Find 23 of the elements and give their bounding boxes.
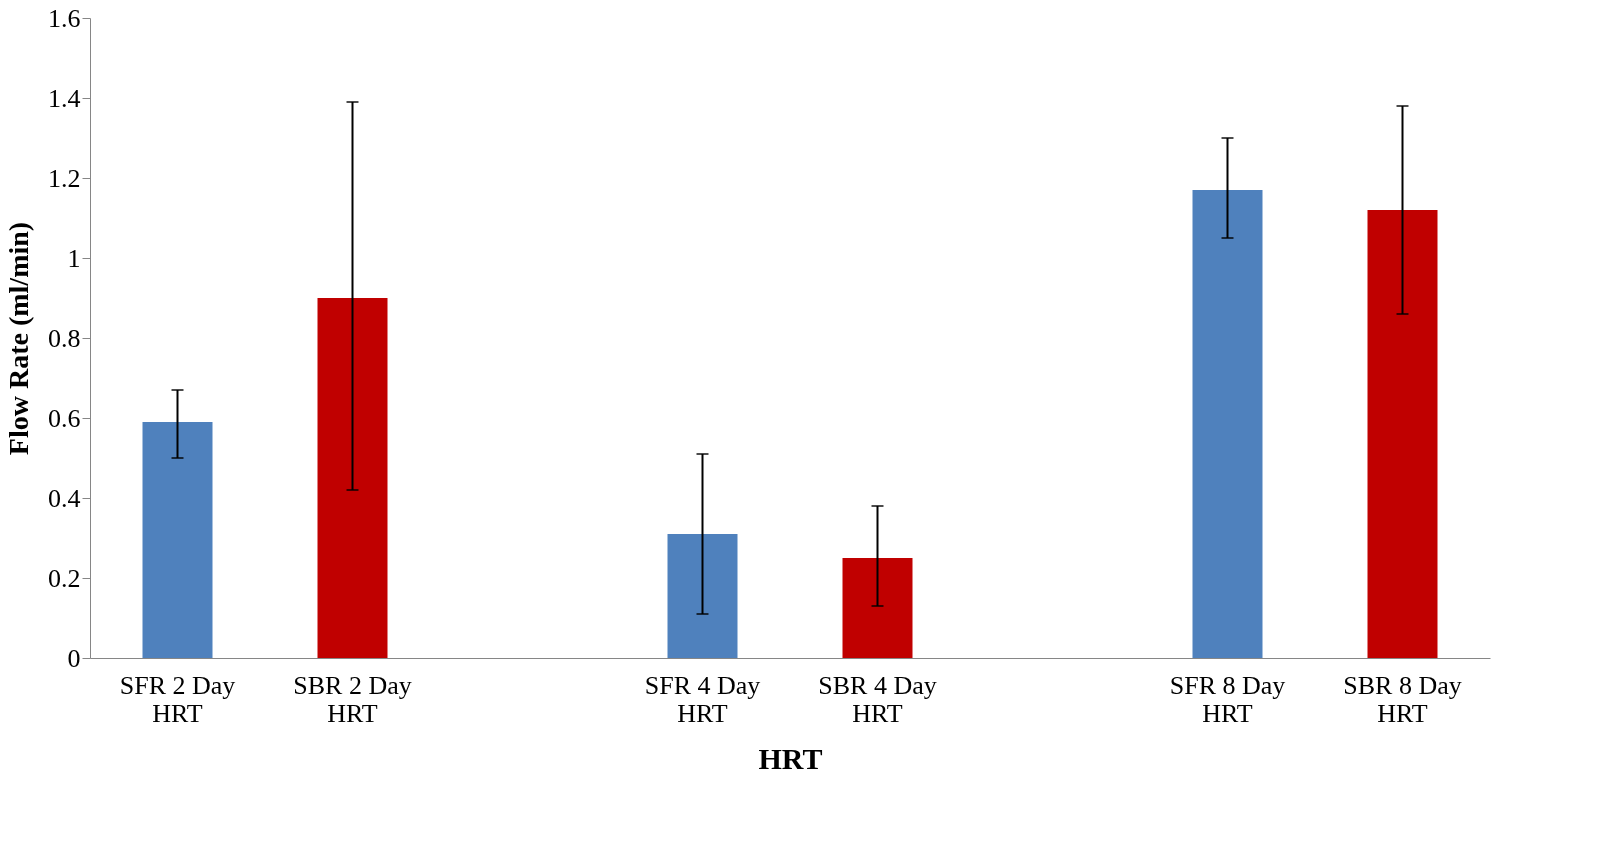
bar — [142, 422, 213, 658]
y-tick-label: 1 — [67, 243, 81, 273]
bar — [1192, 190, 1263, 658]
y-tick-label: 1.4 — [48, 83, 81, 113]
y-tick-label: 1.2 — [48, 163, 81, 193]
y-tick-label: 0.6 — [48, 403, 81, 433]
x-tick-label: SBR 2 Day HRT — [293, 670, 412, 728]
y-tick-label: 0.2 — [48, 563, 81, 593]
bar — [1367, 210, 1438, 658]
x-tick-label: SBR 8 Day HRT — [1343, 670, 1462, 728]
x-tick-label: SFR 4 Day HRT — [644, 670, 761, 728]
y-axis-title: Flow Rate (ml/min) — [3, 221, 34, 456]
y-tick-label: 1.6 — [48, 3, 81, 33]
x-tick-label: SBR 4 Day HRT — [818, 670, 937, 728]
y-tick-label: 0 — [67, 643, 81, 673]
x-tick-label: SFR 8 Day HRT — [1169, 670, 1286, 728]
bar — [317, 298, 388, 658]
x-axis-title: HRT — [758, 741, 823, 775]
bar — [667, 534, 738, 658]
y-tick-label: 0.4 — [48, 483, 81, 513]
y-tick-label: 0.8 — [48, 323, 81, 353]
x-tick-label: SFR 2 Day HRT — [119, 670, 236, 728]
bar — [842, 558, 913, 658]
